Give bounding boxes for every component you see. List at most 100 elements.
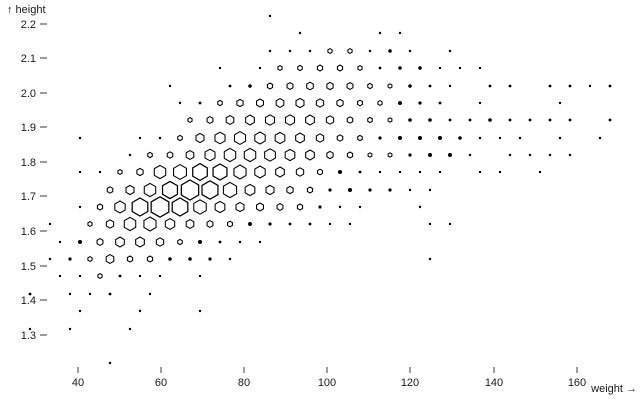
dot-bin	[78, 240, 82, 244]
hex-bin	[315, 98, 325, 108]
hex-bin	[296, 203, 304, 211]
dot-bin	[438, 136, 442, 140]
dot-bin	[418, 170, 422, 174]
dot-bin	[478, 66, 482, 70]
dot-bin	[298, 31, 302, 35]
hex-bin	[136, 167, 144, 177]
dot-bin	[558, 136, 562, 140]
x-axis-label: weight →	[590, 383, 637, 395]
hex-bin	[106, 186, 114, 194]
dot-bin	[48, 222, 52, 226]
dot-bin	[118, 274, 122, 278]
hex-bin	[214, 131, 226, 145]
dot-bin	[608, 118, 612, 122]
hex-bin	[306, 186, 314, 194]
hex-bin	[254, 131, 266, 145]
dot-bin	[608, 84, 612, 88]
dot-bin	[588, 84, 592, 88]
dot-bin	[128, 153, 132, 157]
x-tick-label: 80	[238, 377, 250, 389]
dot-bin	[438, 101, 442, 105]
dot-bin	[78, 309, 82, 313]
dot-bin	[228, 84, 232, 88]
dot-bin	[568, 84, 572, 88]
dot-bin	[408, 84, 412, 88]
dot-bin	[548, 118, 552, 122]
hex-bin	[256, 202, 264, 212]
dot-bin	[228, 257, 232, 261]
hex-bin	[217, 99, 223, 107]
hex-bin	[147, 151, 153, 159]
dot-bin	[198, 274, 202, 278]
hex-bin	[284, 114, 296, 126]
hex-bin	[264, 148, 276, 162]
hex-bin	[295, 132, 305, 144]
hex-bin	[357, 64, 363, 72]
y-tick-label: 1.9	[21, 122, 36, 134]
hex-bin	[214, 200, 226, 214]
hex-bin	[274, 131, 286, 145]
hex-bin	[317, 168, 323, 176]
dot-bin	[78, 136, 82, 140]
dot-bin	[268, 49, 272, 53]
hex-bin	[206, 219, 214, 229]
dot-bin	[518, 136, 522, 140]
hex-bin	[277, 64, 283, 72]
hex-bin	[316, 64, 324, 72]
hex-bin	[201, 180, 219, 200]
dot-bin	[478, 170, 482, 174]
dot-bin	[448, 222, 452, 226]
dot-bin	[428, 118, 432, 122]
hex-bin	[236, 98, 244, 108]
hex-bin	[367, 82, 373, 90]
hex-bin	[185, 149, 195, 161]
x-tick-label: 60	[155, 377, 167, 389]
hex-bin	[387, 117, 393, 123]
dot-bin	[498, 170, 502, 174]
dot-bin	[508, 118, 512, 122]
x-tick-label: 120	[401, 377, 419, 389]
dot-bin	[418, 136, 422, 140]
hex-bin	[161, 180, 179, 200]
hex-bin	[180, 179, 200, 201]
dot-bin	[568, 153, 572, 157]
dot-bin	[428, 257, 432, 261]
dot-bin	[328, 222, 332, 226]
dot-bin	[398, 66, 402, 70]
hex-bin	[193, 199, 207, 215]
hex-bin	[233, 130, 247, 146]
hex-bin	[146, 255, 154, 263]
dot-bin	[498, 136, 502, 140]
hex-bin	[115, 236, 125, 248]
dot-bin	[78, 274, 82, 278]
dot-bin	[78, 205, 82, 209]
x-tick-label: 160	[568, 377, 586, 389]
dot-bin	[408, 49, 412, 53]
dot-bin	[398, 170, 402, 174]
dot-bin	[218, 66, 222, 70]
hex-bin	[326, 150, 334, 160]
hex-bin	[195, 132, 205, 144]
hex-bin	[212, 163, 228, 181]
hex-bin	[114, 200, 126, 214]
dot-bin	[108, 292, 112, 296]
hex-bin	[125, 184, 135, 196]
hex-bin	[367, 116, 373, 124]
dot-bin	[568, 118, 572, 122]
hex-bin	[306, 81, 314, 91]
dot-bin	[248, 84, 252, 88]
dot-bin	[238, 240, 242, 244]
dot-bin	[168, 84, 172, 88]
hex-bin	[275, 166, 285, 178]
hex-bin	[297, 64, 303, 72]
dot-bin	[408, 118, 412, 122]
hex-bin	[254, 165, 266, 179]
dot-bin	[378, 170, 382, 174]
hex-bin	[295, 97, 305, 109]
dot-bin	[248, 222, 252, 226]
hex-bin	[177, 238, 183, 246]
dot-bin	[378, 31, 382, 35]
dot-bin	[68, 327, 72, 331]
dot-bin	[478, 101, 482, 105]
